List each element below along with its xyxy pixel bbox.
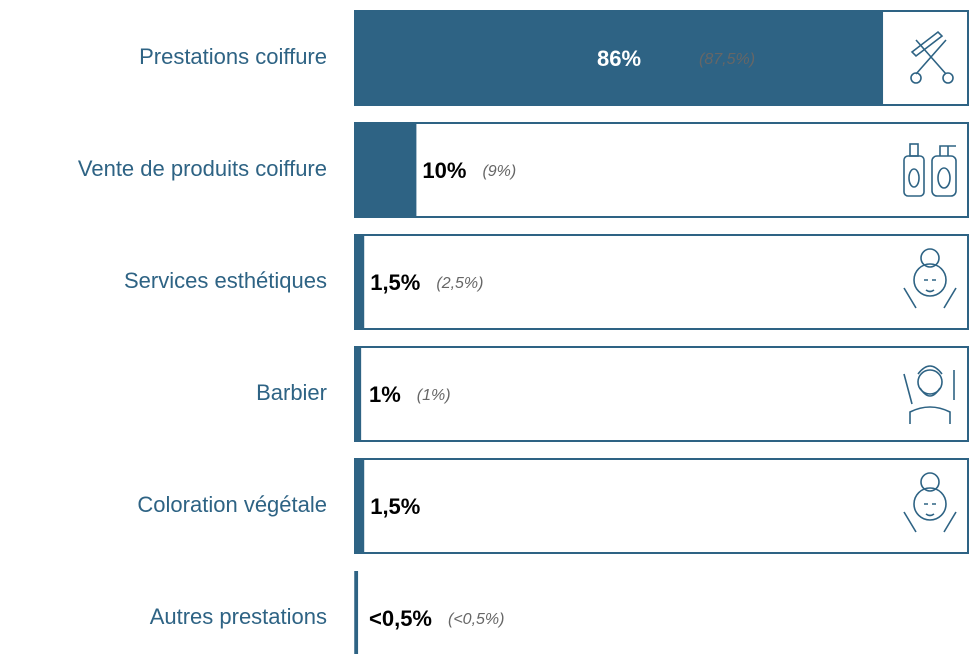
value-label: <0,5% bbox=[369, 606, 432, 631]
bar bbox=[355, 11, 884, 105]
icon-face bbox=[903, 472, 957, 533]
bar bbox=[355, 571, 359, 654]
value-label: 10% bbox=[422, 158, 466, 183]
bar bbox=[355, 235, 365, 329]
note-label: (87,5%) bbox=[699, 51, 755, 68]
box bbox=[354, 122, 969, 218]
icon-face bbox=[903, 248, 957, 309]
value-label: 86% bbox=[597, 46, 641, 71]
icon-bottles bbox=[903, 143, 957, 197]
category-label: Coloration végétale bbox=[137, 492, 327, 517]
bar bbox=[355, 123, 417, 217]
value-label: 1,5% bbox=[370, 270, 420, 295]
category-label: Services esthétiques bbox=[124, 268, 327, 293]
value-label: 1% bbox=[369, 382, 401, 407]
note-label: (1%) bbox=[417, 387, 451, 404]
value-label: 1,5% bbox=[370, 494, 420, 519]
icon-scissors bbox=[910, 30, 954, 84]
note-label: (2,5%) bbox=[436, 275, 483, 292]
category-label: Prestations coiffure bbox=[139, 44, 327, 69]
bar bbox=[355, 459, 365, 553]
box bbox=[354, 234, 969, 330]
bar bbox=[355, 347, 362, 441]
box bbox=[354, 458, 969, 554]
category-label: Autres prestations bbox=[150, 604, 327, 629]
category-label: Vente de produits coiffure bbox=[78, 156, 327, 181]
note-label: (9%) bbox=[482, 163, 516, 180]
note-label: (<0,5%) bbox=[448, 611, 504, 628]
box bbox=[354, 346, 969, 442]
icon-barber bbox=[903, 365, 955, 424]
category-label: Barbier bbox=[256, 380, 327, 405]
